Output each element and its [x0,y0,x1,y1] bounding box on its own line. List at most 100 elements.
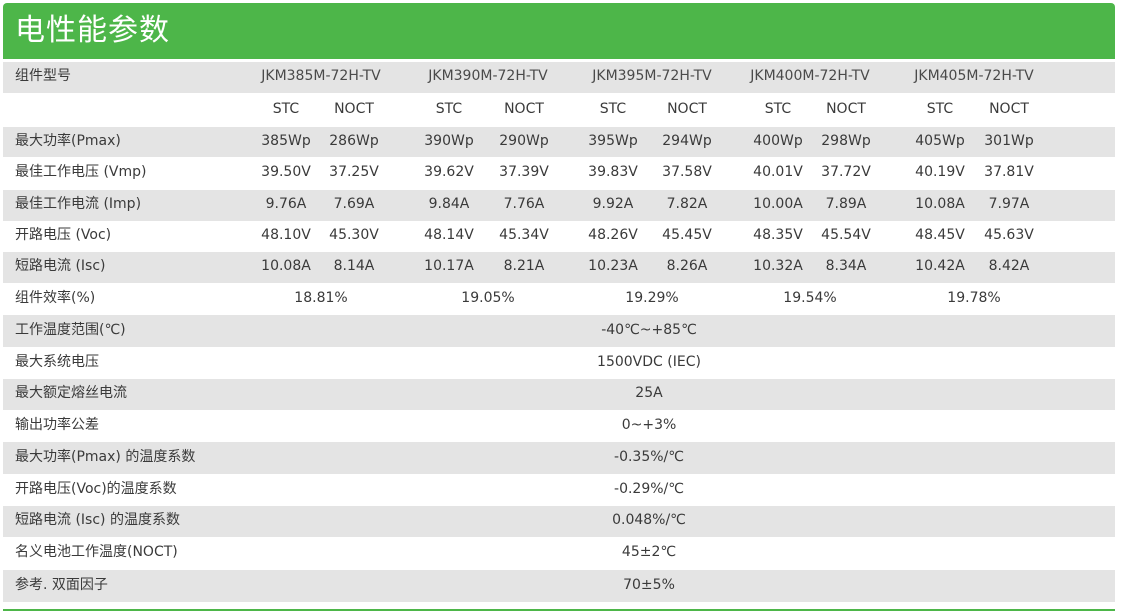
condition-stc: STC [599,101,627,117]
model-name: JKM390M-72H-TV [428,68,548,84]
row-label: 最大系统电压 [15,354,99,370]
noct-value: 45.45V [662,227,712,243]
noct-value: 290Wp [499,133,549,149]
noct-value: 8.34A [825,258,867,274]
row-label: 组件效率(%) [15,290,96,306]
section-header: 电性能参数 [3,3,1115,59]
noct-value: 8.14A [333,258,375,274]
shared-spec-row: 参考. 双面因子 70±5% [3,570,1115,602]
shared-value: -0.29%/℃ [614,481,684,497]
stc-value: 39.62V [424,164,474,180]
noct-value: 37.39V [499,164,549,180]
shared-value: 1500VDC (IEC) [597,354,701,370]
stc-value: 390Wp [424,133,474,149]
stc-value: 10.23A [588,258,638,274]
section-title: 电性能参数 [15,13,170,48]
row-label: 最佳工作电压 (Vmp) [15,164,147,180]
row-label: 输出功率公差 [15,417,99,433]
shared-value: 0~+3% [621,417,677,433]
noct-value: 37.58V [662,164,712,180]
stc-value: 48.14V [424,227,474,243]
row-label: 短路电流 (Isc) 的温度系数 [15,512,180,528]
model-name: JKM400M-72H-TV [750,68,870,84]
model-row: 组件型号 JKM385M-72H-TV JKM390M-72H-TV JKM395M-… [3,62,1115,93]
shared-spec-row: 短路电流 (Isc) 的温度系数 0.048%/℃ [3,506,1115,537]
stc-value: 39.83V [588,164,638,180]
stc-value: 40.01V [753,164,803,180]
stc-value: 400Wp [753,133,803,149]
stc-value: 10.17A [424,258,474,274]
stc-value: 10.08A [261,258,311,274]
stc-value: 395Wp [588,133,638,149]
noct-value: 301Wp [984,133,1034,149]
condition-stc: STC [435,101,463,117]
noct-value: 37.81V [984,164,1034,180]
condition-row: STC NOCT STC NOCT STC NOCT STC NOCT STC NOCT [3,93,1115,127]
efficiency-value: 19.78% [947,290,1001,306]
stc-value: 10.32A [753,258,803,274]
efficiency-value: 19.54% [783,290,837,306]
row-label: 最大功率(Pmax) [15,133,121,149]
row-label: 组件型号 [15,68,71,84]
shared-spec-row: 输出功率公差 0~+3% [3,410,1115,442]
efficiency-value: 19.29% [625,290,679,306]
noct-value: 45.63V [984,227,1034,243]
shared-spec-row: 最大功率(Pmax) 的温度系数 -0.35%/℃ [3,442,1115,474]
row-label: 名义电池工作温度(NOCT) [15,544,178,560]
condition-stc: STC [926,101,954,117]
condition-noct: NOCT [989,101,1029,117]
spec-row: 开路电压 (Voc) 48.10V 45.30V 48.14V 45.34V 48.26V… [3,221,1115,252]
shared-spec-row: 开路电压(Voc)的温度系数 -0.29%/℃ [3,474,1115,506]
noct-value: 7.82A [666,196,708,212]
spec-row: 最佳工作电流 (Imp) 9.76A 7.69A 9.84A 7.76A 9.92A 7.8… [3,190,1115,221]
shared-value: 25A [635,385,663,401]
noct-value: 45.34V [499,227,549,243]
model-name: JKM405M-72H-TV [914,68,1034,84]
noct-value: 45.30V [329,227,379,243]
bottom-divider [3,609,1115,611]
condition-stc: STC [272,101,300,117]
noct-value: 37.72V [821,164,871,180]
noct-value: 7.97A [988,196,1030,212]
stc-value: 10.42A [915,258,965,274]
noct-value: 8.26A [666,258,708,274]
row-label: 开路电压 (Voc) [15,227,112,243]
noct-value: 7.89A [825,196,867,212]
model-name: JKM395M-72H-TV [592,68,712,84]
noct-value: 298Wp [821,133,871,149]
stc-value: 48.10V [261,227,311,243]
row-label: 开路电压(Voc)的温度系数 [15,481,177,497]
stc-value: 9.92A [592,196,634,212]
condition-stc: STC [764,101,792,117]
efficiency-value: 19.05% [461,290,515,306]
noct-value: 294Wp [662,133,712,149]
model-name: JKM385M-72H-TV [261,68,381,84]
stc-value: 48.35V [753,227,803,243]
spec-row: 最佳工作电压 (Vmp) 39.50V 37.25V 39.62V 37.39V 39.8… [3,157,1115,190]
efficiency-row: 组件效率(%) 18.81% 19.05% 19.29% 19.54% 19.78% [3,283,1115,315]
stc-value: 48.45V [915,227,965,243]
shared-spec-row: 工作温度范围(℃) -40℃~+85℃ [3,315,1115,347]
shared-spec-row: 名义电池工作温度(NOCT) 45±2℃ [3,537,1115,570]
stc-value: 9.76A [265,196,307,212]
condition-noct: NOCT [334,101,374,117]
row-label: 工作温度范围(℃) [15,322,126,338]
row-label: 短路电流 (Isc) [15,258,106,274]
stc-value: 39.50V [261,164,311,180]
row-label: 最大功率(Pmax) 的温度系数 [15,449,196,465]
stc-value: 385Wp [261,133,311,149]
condition-noct: NOCT [504,101,544,117]
stc-value: 48.26V [588,227,638,243]
spec-row: 最大功率(Pmax) 385Wp 286Wp 390Wp 290Wp 395Wp 294Wp… [3,127,1115,157]
electrical-spec-table: 组件型号 JKM385M-72H-TV JKM390M-72H-TV JKM395M-… [3,62,1115,602]
spec-row: 短路电流 (Isc) 10.08A 8.14A 10.17A 8.21A 10.23A 8.… [3,252,1115,283]
shared-value: 45±2℃ [621,544,677,560]
noct-value: 286Wp [329,133,379,149]
stc-value: 9.84A [428,196,470,212]
noct-value: 45.54V [821,227,871,243]
row-label: 最大额定熔丝电流 [15,385,127,401]
stc-value: 405Wp [915,133,965,149]
noct-value: 8.21A [503,258,545,274]
noct-value: 7.76A [503,196,545,212]
shared-value: 0.048%/℃ [612,512,686,528]
